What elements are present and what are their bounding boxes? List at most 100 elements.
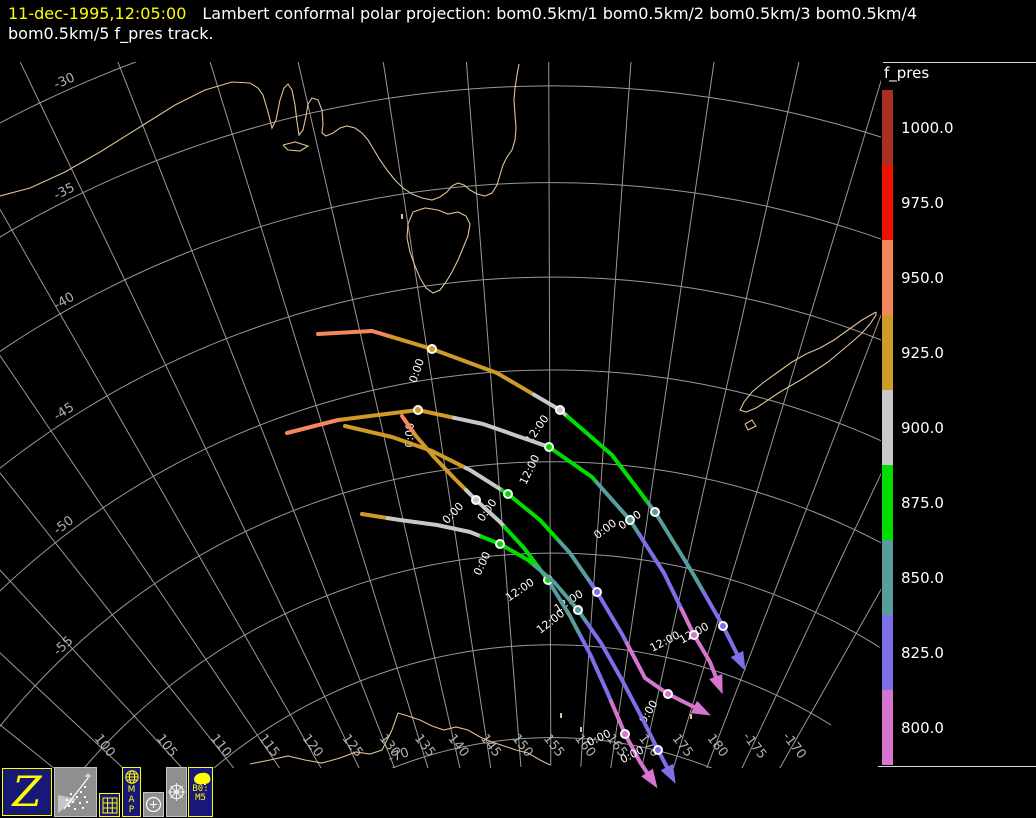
meridian-line	[209, 62, 429, 768]
parallel-line	[0, 369, 881, 592]
colorbar-segment	[882, 690, 893, 765]
map-tool-button[interactable]: MAP	[122, 767, 141, 817]
track-segment	[479, 534, 537, 568]
track-arrowhead	[730, 650, 746, 671]
track-arrowhead	[690, 700, 711, 716]
meridian-line	[117, 62, 396, 768]
meridian-line	[0, 354, 281, 768]
track-segment	[463, 465, 505, 493]
bom5-label-top: B0:	[192, 784, 209, 794]
colorbar-segment	[882, 465, 893, 540]
track-time-marker	[653, 745, 663, 755]
comet-tool-button[interactable]	[54, 767, 97, 817]
colorbar-segment	[882, 90, 893, 165]
colorbar-segment	[882, 165, 893, 240]
target-tool-button[interactable]	[143, 792, 164, 817]
track-segment	[646, 501, 706, 594]
coastlines	[0, 63, 877, 766]
track-arrowhead	[641, 768, 658, 789]
track-segment	[412, 432, 469, 493]
track-time-marker	[544, 442, 554, 452]
legend-frame-top	[883, 62, 1036, 63]
track-segment	[400, 414, 417, 437]
colorbar-segment	[882, 540, 893, 615]
meridian-line	[0, 569, 183, 768]
bom5-tool-button[interactable]: B0: M5	[188, 767, 213, 817]
meridian-line	[297, 62, 461, 768]
meridian-line	[779, 588, 881, 768]
track-time-marker	[620, 729, 630, 739]
meridian-line	[672, 79, 881, 768]
kangaroo_island-coast	[282, 141, 310, 152]
track-time-marker	[495, 539, 505, 549]
colorbar-label: 850.0	[901, 569, 944, 587]
meridian-line	[19, 62, 360, 768]
track-arrowhead	[709, 674, 723, 695]
meridian-line	[610, 62, 715, 768]
timestamp: 11-dec-1995,12:05:00	[8, 4, 187, 23]
antarctica-coast	[249, 712, 551, 766]
track-time-marker	[413, 405, 423, 415]
track-arrowhead	[660, 763, 676, 784]
latitude-label: -70	[386, 745, 411, 767]
track-segment	[637, 532, 684, 611]
track-segment	[360, 512, 390, 521]
colorbar-label: 950.0	[901, 269, 944, 287]
track-segment	[385, 516, 484, 539]
colorbar-label: 925.0	[901, 344, 944, 362]
wheel-tool-button[interactable]	[166, 767, 187, 817]
australia-coast	[0, 63, 520, 201]
colorbar-label: 1000.0	[901, 119, 954, 137]
colorbar-segment	[882, 315, 893, 390]
parallel-line	[0, 85, 881, 238]
parallel-line	[391, 737, 713, 768]
track-segment	[452, 415, 549, 448]
track-segment	[464, 488, 507, 530]
meridian-line	[0, 208, 322, 768]
track-segment	[547, 580, 583, 639]
colorbar-label: 975.0	[901, 194, 944, 212]
target-icon	[145, 796, 162, 813]
track-segment	[565, 414, 651, 506]
colorbar-segment	[882, 390, 893, 465]
legend-title: f_pres	[884, 64, 930, 82]
title-heading: Lambert conformal polar projection: bom0…	[202, 4, 918, 23]
map-tool-label: MAP	[126, 785, 137, 815]
meridian-line	[465, 62, 522, 768]
meridian-line	[641, 62, 800, 768]
track-time-marker	[427, 344, 437, 354]
islet	[560, 713, 562, 718]
track-segment	[588, 580, 630, 646]
grid-tool-button[interactable]	[99, 793, 120, 817]
title-bar: 11-dec-1995,12:05:00 Lambert conformal po…	[8, 4, 917, 24]
meridian-line	[706, 313, 881, 768]
legend-frame-bottom	[878, 766, 1036, 767]
track-segment	[609, 699, 654, 782]
track-time-marker	[503, 489, 513, 499]
bom5-label-bottom: M5	[195, 793, 206, 803]
track-time-marker	[592, 587, 602, 597]
track-time-marker	[689, 630, 699, 640]
colorbar-label: 875.0	[901, 494, 944, 512]
islet	[580, 727, 582, 732]
track-time-marker	[573, 605, 583, 615]
title-heading-line2: bom0.5km/5 f_pres track.	[8, 24, 214, 43]
parallel-line	[83, 552, 880, 768]
z-logo-button[interactable]: Z	[2, 768, 52, 816]
track-time-marker	[650, 507, 660, 517]
meridian-line	[382, 62, 492, 768]
track-time-marker	[663, 689, 673, 699]
australia-icon	[194, 772, 211, 785]
grid-icon	[102, 797, 117, 813]
colorbar-segment	[882, 615, 893, 690]
meridian-line	[548, 62, 552, 766]
wheel-icon	[167, 783, 186, 801]
colorbar-label: 825.0	[901, 644, 944, 662]
islet	[401, 214, 403, 219]
track-segment	[532, 563, 589, 625]
track-segment	[343, 424, 468, 470]
comet-icon	[58, 773, 91, 813]
